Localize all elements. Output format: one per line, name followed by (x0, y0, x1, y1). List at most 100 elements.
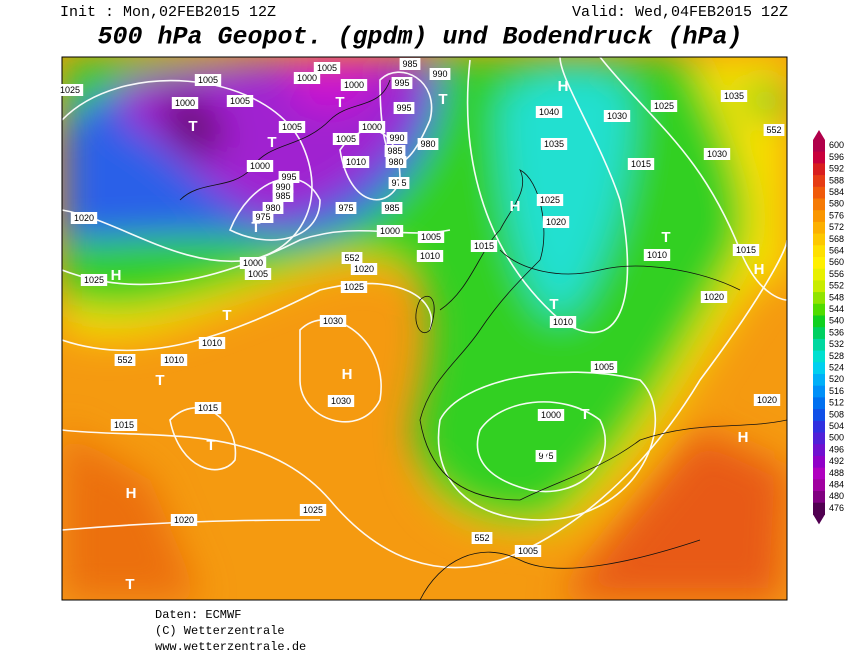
valid-time: Valid: Wed,04FEB2015 12Z (572, 4, 788, 21)
label-box (376, 225, 404, 237)
colorbar-arrow-bottom (813, 514, 825, 525)
label-box (252, 211, 274, 223)
label-box (388, 177, 410, 189)
label-box (627, 158, 655, 170)
colorbar-label: 492 (829, 456, 844, 466)
colorbar-label: 596 (829, 152, 844, 162)
label-box (650, 100, 678, 112)
isobar-label: 1000 (175, 98, 195, 108)
isobar-label: 1000 (250, 161, 270, 171)
colorbar-swatch (813, 327, 825, 340)
isobar-label: 1005 (336, 134, 356, 144)
map-title: 500 hPa Geopot. (gpdm) und Bodendruck (h… (97, 23, 742, 52)
colorbar-swatch (813, 163, 825, 176)
isobar-label: 1025 (344, 282, 364, 292)
colorbar-swatch (813, 455, 825, 469)
label-box (170, 514, 198, 526)
label-box (110, 419, 138, 431)
label-box (171, 97, 199, 109)
isobar-label: 1035 (544, 139, 564, 149)
isobar-label: 1020 (704, 292, 724, 302)
isobar-label: 1000 (541, 410, 561, 420)
label-box (393, 102, 415, 114)
label-box (535, 106, 563, 118)
label-box (537, 409, 565, 421)
colorbar-swatch (813, 467, 825, 480)
isobar-label: 990 (389, 133, 404, 143)
isobar-label: 1020 (757, 395, 777, 405)
label-box (340, 281, 368, 293)
pressure-center: T (580, 406, 589, 423)
isobar-label: 1005 (594, 362, 614, 372)
colorbar-label: 544 (829, 304, 844, 314)
colorbar-swatch (813, 186, 825, 199)
colorbar-swatch (813, 479, 825, 492)
label-box (470, 240, 498, 252)
label-box (272, 190, 294, 202)
isobar-label: 1015 (198, 403, 218, 413)
isobar-label: 1005 (421, 232, 441, 242)
label-box (278, 121, 306, 133)
pressure-center: H (754, 261, 765, 278)
isobar-label: 1025 (540, 195, 560, 205)
colorbar-label: 588 (829, 175, 844, 185)
pressure-center: T (251, 219, 260, 236)
label-box (246, 160, 274, 172)
colorbar-label: 512 (829, 398, 844, 408)
colorbar-swatch (813, 432, 825, 445)
isobar-label: 1005 (230, 96, 250, 106)
isobar-label: 1020 (354, 264, 374, 274)
colorbar-swatch (813, 268, 825, 281)
colorbar-swatch (813, 221, 825, 235)
isobar-label: 985 (402, 59, 417, 69)
pressure-center: T (222, 307, 231, 324)
data-source: Daten: ECMWF (155, 608, 241, 622)
colorbar-swatch (813, 233, 825, 246)
colorbar-swatch (813, 151, 825, 164)
isobar-label: 1005 (518, 546, 538, 556)
colorbar-label: 540 (829, 316, 844, 326)
pressure-center: T (438, 91, 447, 108)
isobar-label: 985 (275, 191, 290, 201)
isobar-label: 1030 (707, 149, 727, 159)
label-box (80, 274, 108, 286)
colorbar-label: 504 (829, 421, 844, 431)
label-box (385, 156, 407, 168)
isobar-label: 1015 (114, 420, 134, 430)
colorbar-label: 500 (829, 433, 844, 443)
label-box (319, 315, 347, 327)
isobar-label: 1030 (331, 396, 351, 406)
colorbar-label: 564 (829, 246, 844, 256)
label-box (753, 394, 781, 406)
label-box (391, 77, 413, 89)
isobar-label: 985 (387, 146, 402, 156)
colorbar-swatch (813, 245, 825, 258)
colorbar-label: 480 (829, 491, 844, 501)
label-box (540, 138, 568, 150)
label-box (313, 62, 341, 74)
isobar-label: 1005 (248, 269, 268, 279)
label-box (763, 124, 785, 136)
colorbar-label: 520 (829, 374, 844, 384)
isobar-label: 1015 (736, 245, 756, 255)
map-frame (61, 56, 788, 601)
colorbar-swatch (813, 338, 825, 352)
colorbar-swatch (813, 397, 825, 410)
pressure-center: T (661, 229, 670, 246)
label-box (384, 145, 406, 157)
label-box (342, 156, 370, 168)
label-box (114, 354, 136, 366)
colorbar-label: 532 (829, 339, 844, 349)
colorbar-swatch (813, 420, 825, 433)
colorbar-label: 580 (829, 199, 844, 209)
colorbar-swatch (813, 210, 825, 223)
website: www.wetterzentrale.de (155, 640, 306, 654)
label-box (358, 121, 386, 133)
colorbar-arrow-top (813, 130, 825, 140)
label-box (643, 249, 671, 261)
colorbar-swatch (813, 280, 825, 293)
label-box (700, 291, 728, 303)
label-box (381, 202, 403, 214)
label-box (732, 244, 760, 256)
